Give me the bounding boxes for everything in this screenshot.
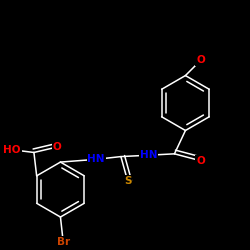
Text: HN: HN: [140, 150, 157, 160]
Text: O: O: [196, 156, 205, 166]
Text: O: O: [53, 142, 62, 152]
Text: HO: HO: [3, 145, 21, 155]
Text: S: S: [124, 176, 132, 186]
Text: Br: Br: [57, 237, 70, 247]
Text: O: O: [196, 56, 205, 66]
Text: HN: HN: [88, 154, 105, 164]
